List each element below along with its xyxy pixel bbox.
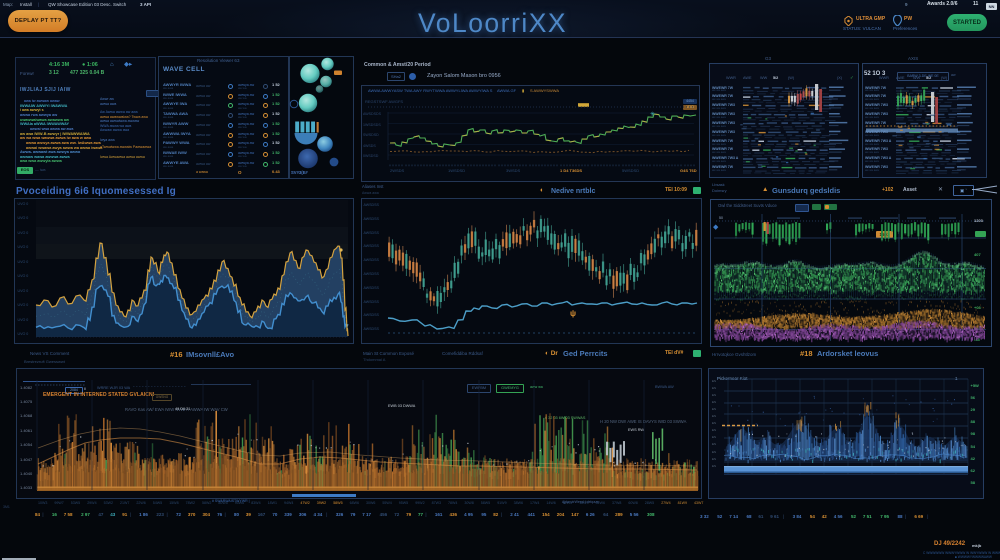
svg-text:ψ: ψ [570,309,576,318]
svg-text:◆: ◆ [713,224,719,231]
svg-text:✳: ✳ [650,111,655,118]
